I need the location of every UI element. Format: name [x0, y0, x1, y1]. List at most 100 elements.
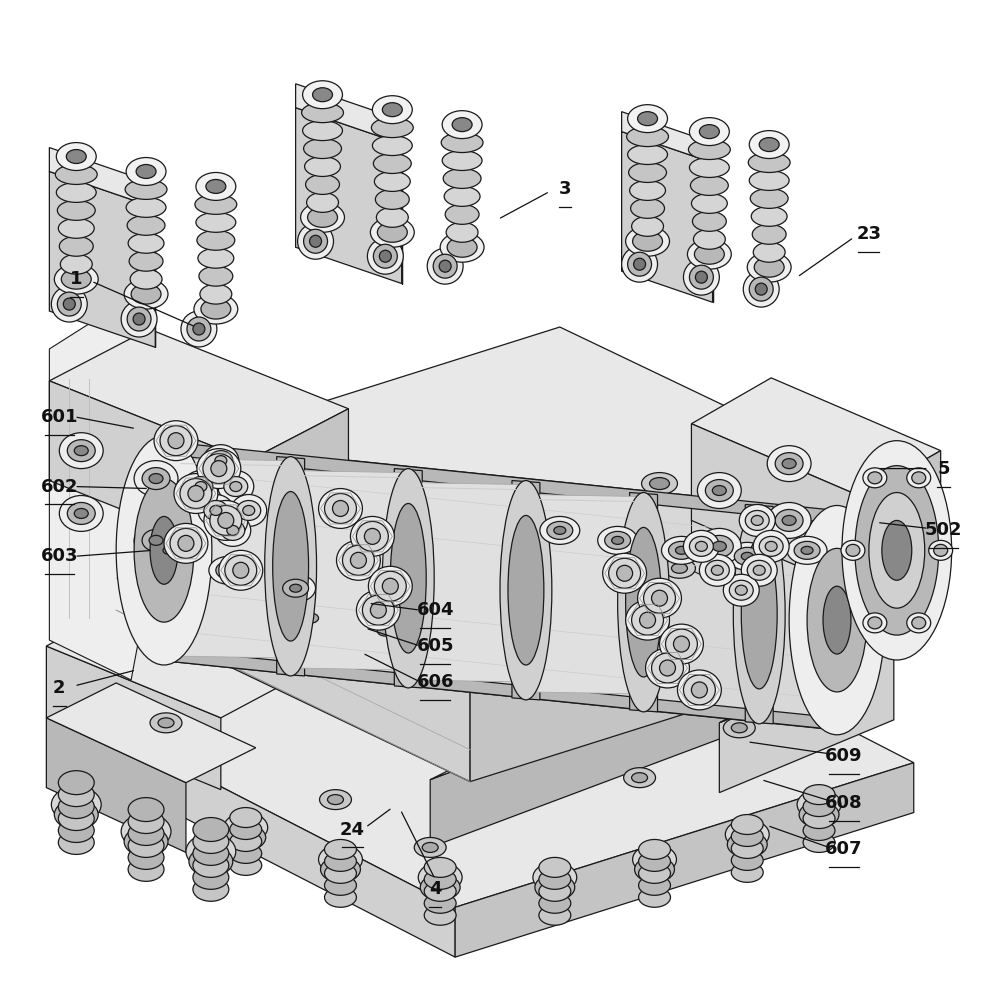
Ellipse shape: [227, 525, 239, 535]
Ellipse shape: [512, 498, 548, 519]
Ellipse shape: [67, 440, 95, 462]
Ellipse shape: [382, 469, 434, 688]
Text: 609: 609: [825, 747, 863, 765]
Ellipse shape: [142, 529, 170, 551]
Text: 603: 603: [41, 547, 78, 565]
Ellipse shape: [705, 535, 733, 557]
Ellipse shape: [197, 230, 235, 250]
Text: 23: 23: [856, 225, 881, 243]
Ellipse shape: [831, 533, 847, 543]
Ellipse shape: [444, 186, 480, 206]
Ellipse shape: [907, 468, 931, 488]
Ellipse shape: [868, 617, 882, 629]
Ellipse shape: [158, 718, 174, 728]
Text: 3: 3: [559, 180, 571, 198]
Ellipse shape: [165, 588, 197, 608]
Ellipse shape: [350, 516, 394, 556]
Ellipse shape: [221, 520, 245, 540]
Ellipse shape: [652, 653, 683, 683]
Ellipse shape: [598, 526, 638, 554]
Polygon shape: [176, 459, 286, 658]
Ellipse shape: [134, 522, 178, 558]
Polygon shape: [691, 378, 941, 497]
Polygon shape: [46, 646, 221, 790]
Ellipse shape: [801, 546, 813, 554]
Ellipse shape: [377, 222, 407, 242]
Ellipse shape: [310, 235, 322, 247]
Ellipse shape: [907, 613, 931, 633]
Ellipse shape: [420, 874, 460, 900]
Ellipse shape: [446, 222, 478, 242]
Ellipse shape: [210, 505, 242, 535]
Ellipse shape: [929, 540, 953, 560]
Ellipse shape: [662, 536, 701, 564]
Ellipse shape: [230, 482, 242, 492]
Text: 604: 604: [416, 601, 454, 619]
Ellipse shape: [224, 813, 268, 842]
Ellipse shape: [539, 857, 571, 877]
Ellipse shape: [863, 613, 887, 633]
Ellipse shape: [823, 586, 851, 654]
Polygon shape: [116, 733, 455, 957]
Ellipse shape: [632, 773, 648, 783]
Ellipse shape: [193, 865, 229, 889]
Text: 2: 2: [53, 679, 66, 697]
Ellipse shape: [54, 800, 98, 830]
Ellipse shape: [639, 887, 670, 907]
Ellipse shape: [618, 493, 669, 712]
Ellipse shape: [370, 217, 414, 247]
Polygon shape: [296, 84, 402, 144]
Ellipse shape: [692, 211, 726, 231]
Text: 4: 4: [429, 880, 441, 898]
Ellipse shape: [308, 207, 337, 227]
Ellipse shape: [230, 820, 262, 839]
Polygon shape: [156, 648, 837, 730]
Ellipse shape: [554, 526, 566, 534]
Ellipse shape: [441, 133, 483, 153]
Ellipse shape: [273, 492, 309, 641]
Ellipse shape: [128, 810, 164, 833]
Ellipse shape: [632, 605, 664, 635]
Ellipse shape: [689, 118, 729, 146]
Polygon shape: [49, 311, 169, 680]
Ellipse shape: [237, 500, 261, 520]
Ellipse shape: [230, 831, 262, 851]
Ellipse shape: [690, 175, 728, 195]
Ellipse shape: [789, 505, 885, 735]
Ellipse shape: [298, 223, 334, 259]
Ellipse shape: [224, 477, 248, 497]
Ellipse shape: [743, 271, 779, 307]
Ellipse shape: [639, 863, 670, 883]
Ellipse shape: [626, 226, 669, 256]
Ellipse shape: [741, 539, 777, 689]
Ellipse shape: [750, 188, 788, 208]
Ellipse shape: [58, 831, 94, 854]
Ellipse shape: [683, 675, 715, 705]
Ellipse shape: [57, 292, 81, 316]
Text: 24: 24: [340, 821, 365, 838]
Ellipse shape: [660, 624, 703, 664]
Ellipse shape: [633, 231, 663, 251]
Ellipse shape: [691, 193, 727, 213]
Ellipse shape: [325, 851, 356, 871]
Ellipse shape: [226, 825, 266, 850]
Ellipse shape: [150, 516, 178, 584]
Ellipse shape: [689, 265, 713, 289]
Ellipse shape: [445, 204, 479, 224]
Ellipse shape: [170, 528, 202, 558]
Ellipse shape: [705, 480, 733, 501]
Ellipse shape: [131, 284, 161, 304]
Ellipse shape: [723, 574, 759, 606]
Ellipse shape: [356, 590, 400, 630]
Ellipse shape: [303, 81, 342, 109]
Polygon shape: [719, 650, 894, 793]
Ellipse shape: [699, 125, 719, 139]
Ellipse shape: [688, 140, 730, 160]
Ellipse shape: [373, 154, 411, 173]
Ellipse shape: [306, 174, 339, 194]
Ellipse shape: [731, 723, 747, 733]
Ellipse shape: [695, 541, 707, 551]
Ellipse shape: [747, 252, 791, 282]
Polygon shape: [294, 471, 403, 670]
Ellipse shape: [265, 457, 317, 676]
